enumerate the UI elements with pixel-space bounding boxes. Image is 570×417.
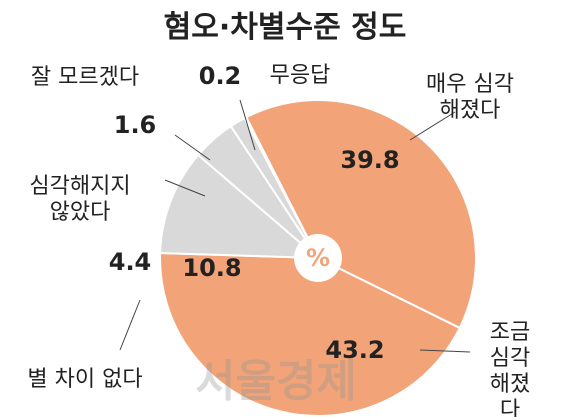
pie-slice bbox=[244, 99, 477, 330]
value-label: 1.6 bbox=[113, 111, 157, 139]
center-label: % bbox=[306, 244, 330, 272]
value-label: 0.2 bbox=[198, 62, 242, 90]
value-label: 39.8 bbox=[340, 146, 400, 174]
leader-line bbox=[164, 179, 206, 197]
category-label: 매우 심각 해졌다 bbox=[426, 72, 514, 123]
category-label: 무응답 bbox=[269, 63, 331, 88]
leader-line bbox=[409, 111, 456, 141]
value-label: 43.2 bbox=[325, 336, 385, 364]
category-label: 심각해지지 않았다 bbox=[29, 174, 131, 225]
pie-slice bbox=[159, 252, 462, 417]
center-circle bbox=[294, 234, 342, 282]
category-label: 별 차이 없다 bbox=[27, 367, 143, 392]
category-label: 잘 모르겠다 bbox=[30, 65, 140, 90]
watermark: 서울경제 bbox=[195, 356, 357, 407]
leader-line bbox=[239, 99, 256, 151]
leader-line bbox=[419, 349, 471, 353]
leader-line bbox=[119, 299, 141, 351]
category-label: 조금 심각해졌다 bbox=[489, 320, 531, 417]
leader-line bbox=[174, 134, 211, 161]
pie-slice bbox=[159, 153, 321, 260]
value-label: 4.4 bbox=[108, 248, 152, 276]
chart-title: 혐오·차별수준 정도 bbox=[163, 10, 407, 45]
value-label: 10.8 bbox=[182, 254, 242, 282]
